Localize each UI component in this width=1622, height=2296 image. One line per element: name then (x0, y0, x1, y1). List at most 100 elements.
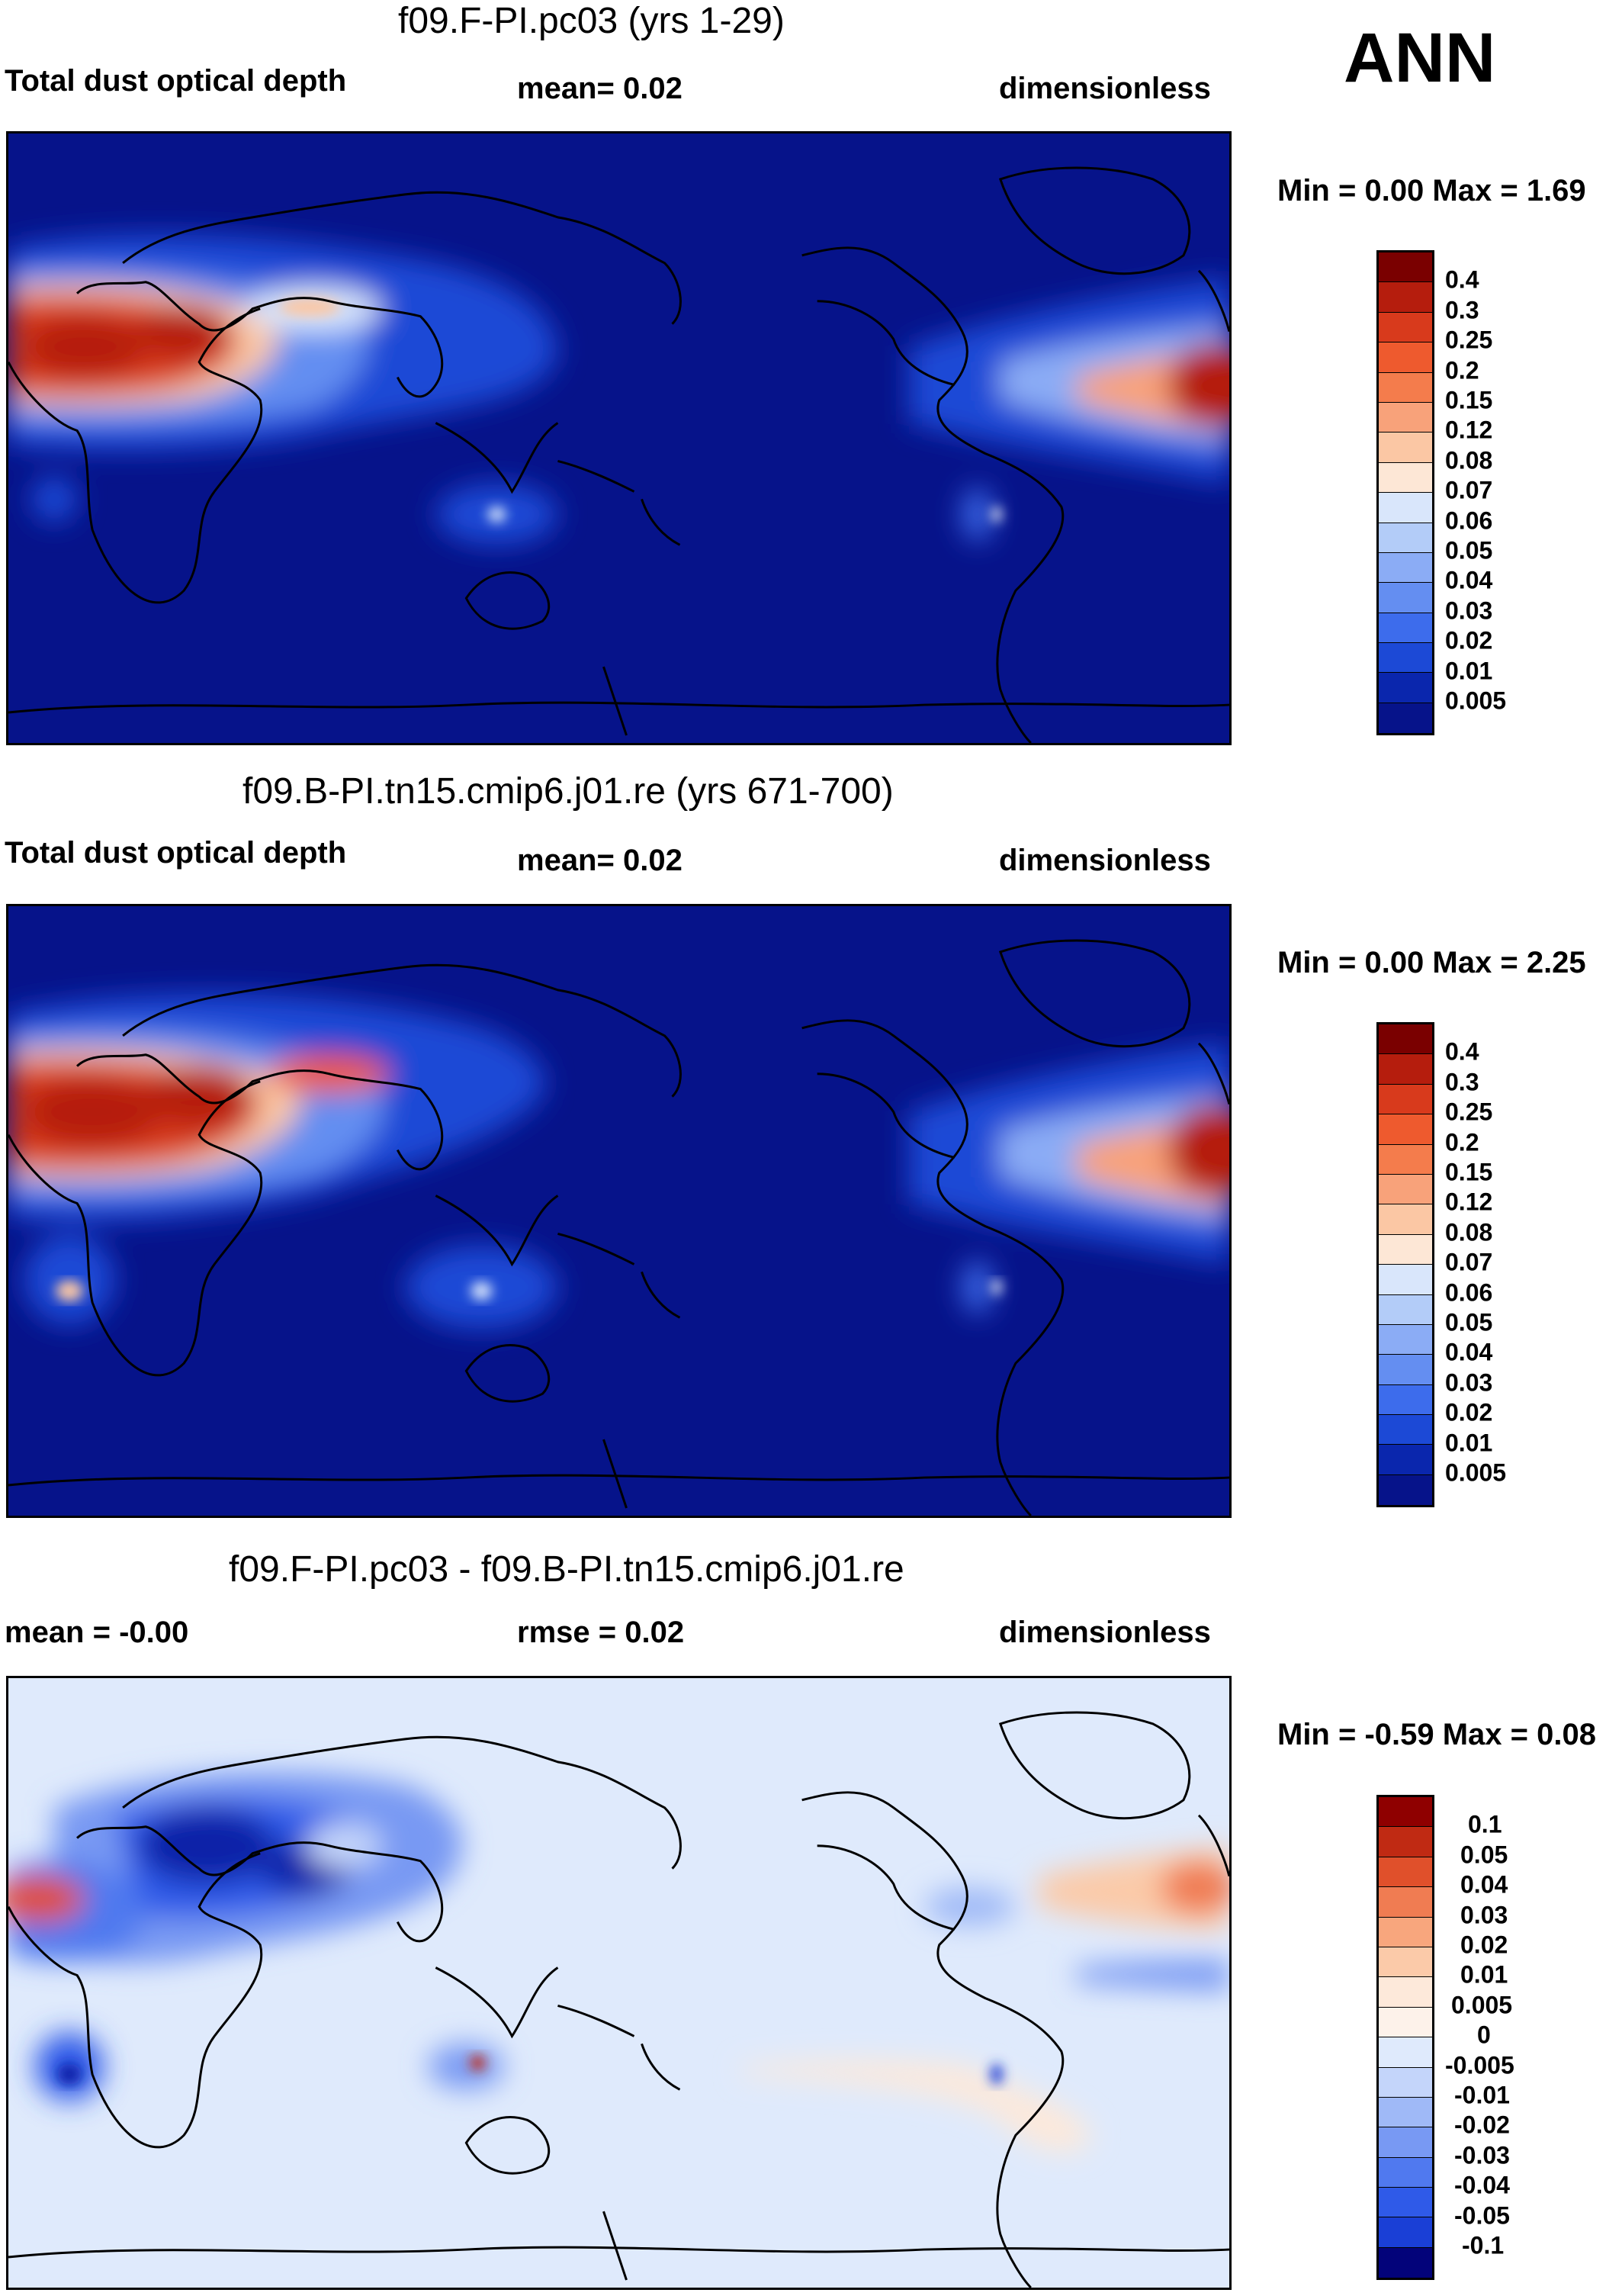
panel-2-colorbar-swatch (1379, 1474, 1432, 1506)
panel-3-colorbar-swatch (1379, 2247, 1432, 2278)
colorbar-tick: -0.02 (1454, 2111, 1510, 2139)
panel-2-colorbar-swatch (1379, 1114, 1432, 1145)
dust-field (8, 994, 1229, 1330)
panel-3-colorbar-swatch (1379, 1827, 1432, 1857)
panel-3-colorbar-swatch (1379, 2037, 1432, 2068)
colorbar-tick: 0.05 (1445, 536, 1493, 564)
panel-1-colorbar-swatch (1379, 523, 1432, 553)
panel-1-colorbar (1376, 250, 1434, 736)
colorbar-tick: 0.15 (1445, 1158, 1493, 1186)
panel-3-colorbar-swatch (1379, 2007, 1432, 2038)
colorbar-tick: -0.01 (1454, 2081, 1510, 2109)
panel-3-colorbar-swatch (1379, 2188, 1432, 2218)
panel-3-mean-label: mean = -0.00 (5, 1616, 189, 1649)
colorbar-tick: 0.08 (1445, 446, 1493, 474)
panel-2-colorbar-swatch (1379, 1024, 1432, 1055)
colorbar-tick: 0.05 (1460, 1841, 1508, 1869)
panel-3-colorbar-swatch (1379, 2157, 1432, 2188)
colorbar-tick: 0 (1477, 2021, 1491, 2049)
colorbar-tick: 0.03 (1445, 1368, 1493, 1397)
colorbar-tick: 0.07 (1445, 476, 1493, 504)
panel-2-colorbar-swatch (1379, 1415, 1432, 1445)
coastlines (8, 939, 1229, 1516)
coastlines (8, 166, 1229, 743)
colorbar-tick: 0.06 (1445, 506, 1493, 535)
panel-1-colorbar-swatch (1379, 312, 1432, 343)
panel-1-colorbar-swatch (1379, 673, 1432, 703)
panel-2-units-label: dimensionless (999, 844, 1211, 877)
panel-2-colorbar-swatch (1379, 1234, 1432, 1265)
panel-1-units-label: dimensionless (999, 72, 1211, 105)
panel-1-colorbar-swatch (1379, 282, 1432, 313)
panel-3-colorbar-swatch (1379, 2217, 1432, 2248)
panel-3-minmax: Min = -0.59 Max = 0.08 (1277, 1718, 1596, 1751)
panel-3-colorbar-swatch (1379, 2097, 1432, 2128)
panel-1-colorbar-swatch (1379, 552, 1432, 584)
colorbar-tick: 0.4 (1445, 265, 1479, 294)
colorbar-tick: -0.04 (1454, 2171, 1510, 2199)
colorbar-tick: 0.1 (1468, 1810, 1502, 1838)
colorbar-tick: 0.06 (1445, 1278, 1493, 1307)
colorbar-tick: 0.2 (1445, 1128, 1479, 1156)
coastlines (8, 1711, 1229, 2288)
panel-3-colorbar-swatch (1379, 1887, 1432, 1918)
panel-2-variable-label: Total dust optical depth (5, 836, 347, 870)
panel-1-minmax: Min = 0.00 Max = 1.69 (1277, 174, 1586, 207)
panel-2-colorbar-swatch (1379, 1084, 1432, 1115)
panel-2-colorbar-swatch (1379, 1144, 1432, 1175)
panel-2-colorbar-swatch (1379, 1384, 1432, 1416)
panel-1-colorbar-swatch (1379, 342, 1432, 373)
colorbar-tick: 0.005 (1451, 1991, 1513, 2019)
colorbar-tick: 0.15 (1445, 386, 1493, 414)
colorbar-tick: 0.08 (1445, 1218, 1493, 1246)
colorbar-tick: 0.2 (1445, 356, 1479, 384)
panel-1-variable-label: Total dust optical depth (5, 64, 347, 98)
panel-1-colorbar-swatch (1379, 402, 1432, 433)
panel-1-colorbar-swatch (1379, 643, 1432, 674)
colorbar-tick: 0.02 (1460, 1931, 1508, 1959)
colorbar-tick: 0.4 (1445, 1037, 1479, 1066)
colorbar-tick: 0.3 (1445, 296, 1479, 324)
colorbar-tick: 0.02 (1445, 626, 1493, 654)
panel-3-units-label: dimensionless (999, 1616, 1211, 1649)
panel-3-colorbar (1376, 1795, 1434, 2281)
colorbar-tick: 0.05 (1445, 1308, 1493, 1336)
panel-2-colorbar-swatch (1379, 1294, 1432, 1325)
panel-2-mean-label: mean= 0.02 (517, 844, 683, 877)
colorbar-tick: 0.25 (1445, 1098, 1493, 1126)
panel-3-colorbar-swatch (1379, 1947, 1432, 1978)
panel-1-colorbar-swatch (1379, 252, 1432, 283)
panel-2-map (6, 904, 1232, 1518)
panel-2-title: f09.B-PI.tn15.cmip6.j01.re (yrs 671-700) (242, 771, 894, 812)
panel-3-colorbar-swatch (1379, 1857, 1432, 1888)
panel-3-colorbar-swatch (1379, 1977, 1432, 2008)
panel-2-colorbar-swatch (1379, 1174, 1432, 1205)
season-label: ANN (1344, 19, 1496, 97)
panel-2-colorbar-swatch (1379, 1355, 1432, 1385)
ocean-background (8, 1678, 1229, 2288)
panel-3-colorbar-swatch (1379, 2127, 1432, 2158)
panel-1-mean-label: mean= 0.02 (517, 72, 683, 105)
panel-3-colorbar-swatch (1379, 1797, 1432, 1828)
colorbar-tick: 0.07 (1445, 1248, 1493, 1276)
panel-2-colorbar-swatch (1379, 1324, 1432, 1355)
panel-1-colorbar-swatch (1379, 613, 1432, 644)
colorbar-tick: -0.03 (1454, 2141, 1510, 2169)
panel-3-rmse-label: rmse = 0.02 (517, 1616, 685, 1649)
colorbar-tick: 0.01 (1445, 1429, 1493, 1457)
panel-2-colorbar-swatch (1379, 1054, 1432, 1085)
colorbar-tick: 0.02 (1445, 1398, 1493, 1426)
colorbar-tick: -0.1 (1462, 2231, 1505, 2259)
colorbar-tick: 0.3 (1445, 1068, 1479, 1096)
panel-2-colorbar-swatch (1379, 1265, 1432, 1295)
colorbar-tick: 0.12 (1445, 416, 1493, 444)
panel-1-colorbar-swatch (1379, 703, 1432, 734)
colorbar-tick: 0.04 (1445, 1338, 1493, 1366)
colorbar-tick: -0.005 (1445, 2051, 1514, 2079)
panel-3-title: f09.F-PI.pc03 - f09.B-PI.tn15.cmip6.j01.… (229, 1549, 904, 1590)
panel-2-colorbar-swatch (1379, 1445, 1432, 1475)
panel-3-colorbar-swatch (1379, 1917, 1432, 1947)
colorbar-tick: -0.05 (1454, 2201, 1510, 2230)
colorbar-tick: 0.01 (1445, 657, 1493, 685)
panel-1-colorbar-swatch (1379, 433, 1432, 463)
